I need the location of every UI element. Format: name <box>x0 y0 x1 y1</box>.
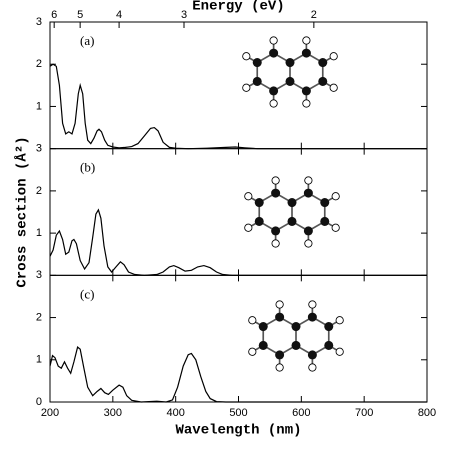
x2-tick-label: 5 <box>77 9 83 21</box>
molecule <box>247 299 345 373</box>
spectrum-line <box>49 208 427 276</box>
x-tick-label: 700 <box>355 407 373 419</box>
y-tick-label: 1 <box>36 227 42 239</box>
y-tick-label: 3 <box>36 269 42 281</box>
x-tick-label: 200 <box>41 407 59 419</box>
y-axis-title: Cross section (Å²) <box>14 136 31 287</box>
x2-tick-label: 4 <box>116 9 122 21</box>
y-tick-label: 3 <box>36 16 42 28</box>
molecule <box>243 175 341 249</box>
y-tick-label: 2 <box>36 58 42 70</box>
panel-label: (c) <box>80 286 94 301</box>
spectrum-line <box>49 346 427 403</box>
x2-axis-title: Energy (eV) <box>192 0 284 15</box>
x-tick-label: 400 <box>166 407 184 419</box>
plot-frame <box>49 21 428 150</box>
x2-tick-label: 6 <box>51 9 57 21</box>
y-tick-label: 2 <box>36 185 42 197</box>
y-tick-label: 0 <box>36 396 42 408</box>
panel-label: (b) <box>80 160 95 175</box>
x-tick-label: 600 <box>292 407 310 419</box>
y-tick-label: 3 <box>36 143 42 155</box>
x-tick-label: 800 <box>418 407 436 419</box>
spectrum-line <box>49 63 427 150</box>
x-axis-title: Wavelength (nm) <box>175 423 301 439</box>
y-tick-label: 2 <box>36 311 42 323</box>
y-tick-label: 1 <box>36 354 42 366</box>
molecule <box>241 35 339 109</box>
y-tick-label: 1 <box>36 100 42 112</box>
x-tick-label: 500 <box>229 407 247 419</box>
x2-tick-label: 2 <box>311 9 317 21</box>
plot-frame <box>49 148 428 276</box>
panel-label: (a) <box>80 33 94 48</box>
x2-tick-label: 3 <box>181 9 187 21</box>
x-tick-label: 300 <box>104 407 122 419</box>
plot-frame <box>49 274 428 403</box>
